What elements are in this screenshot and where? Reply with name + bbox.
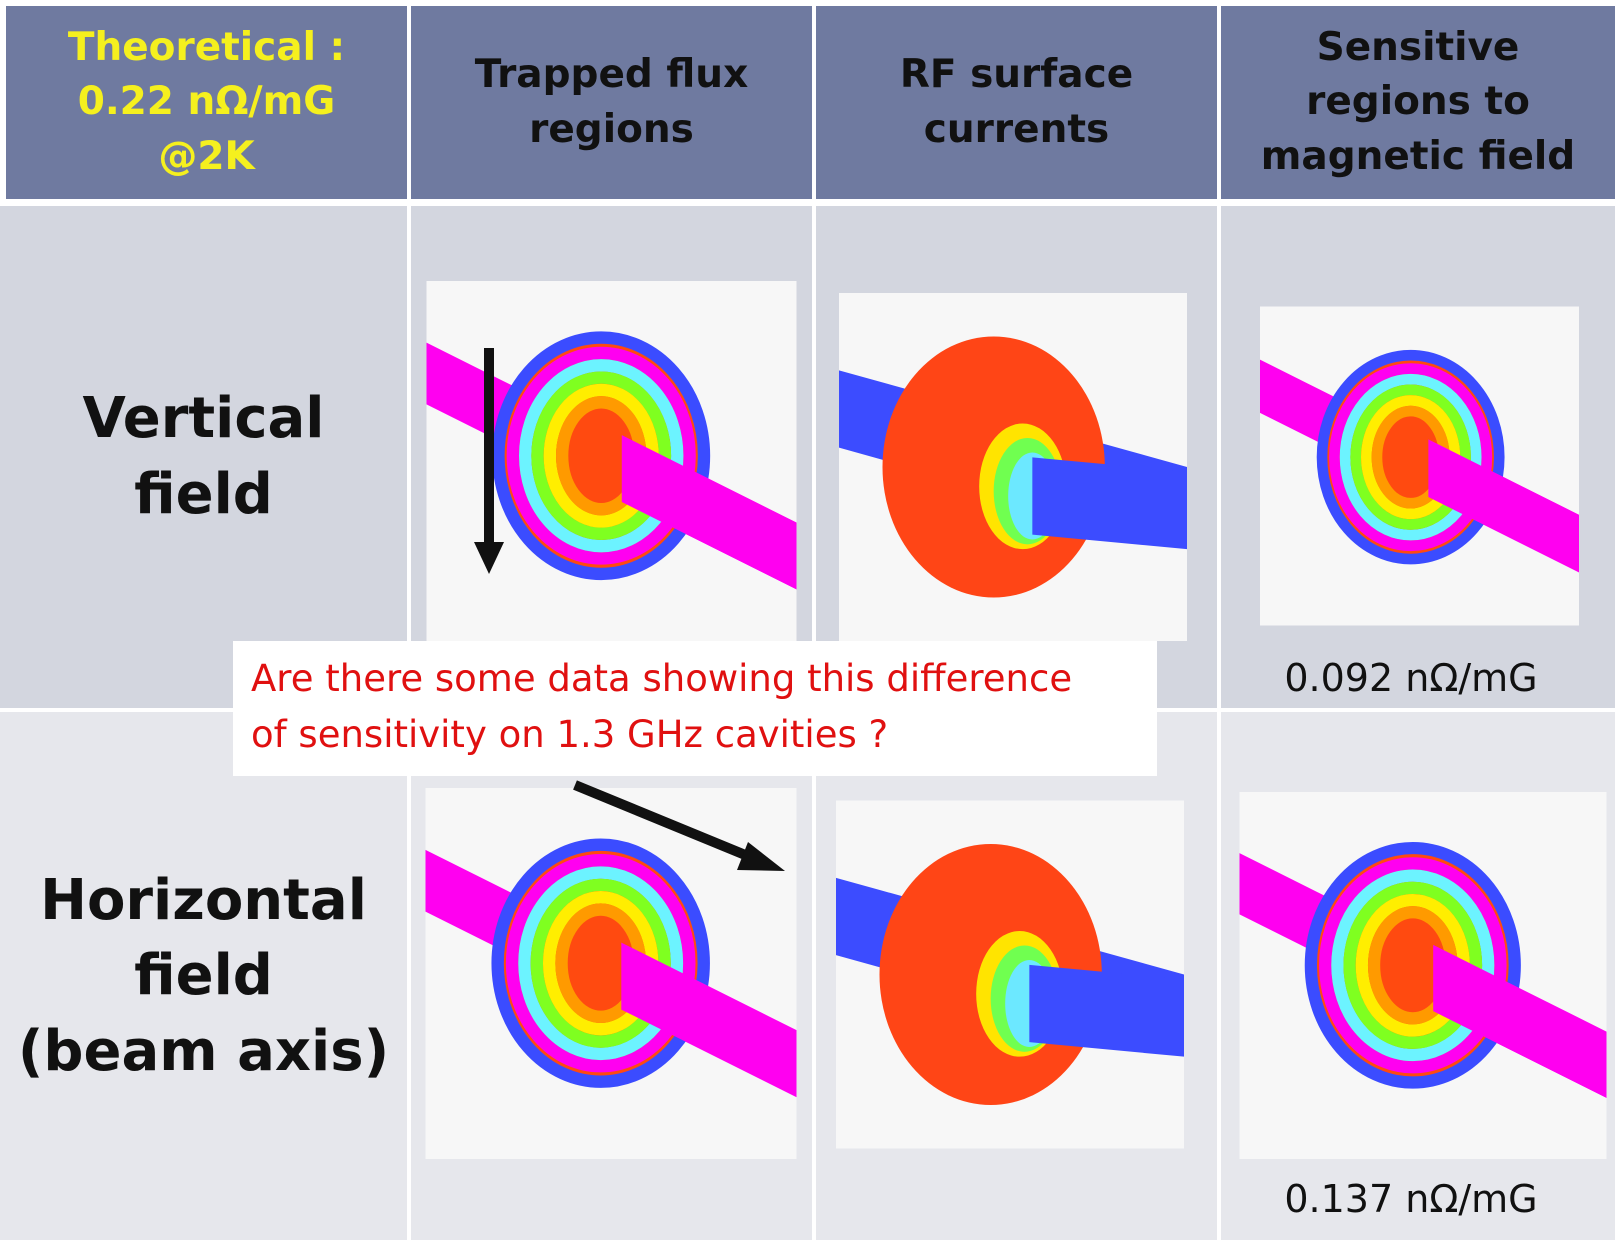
- arrow-head: [737, 842, 785, 871]
- arrow: [575, 785, 755, 859]
- arrows: [0, 0, 1615, 1240]
- arrow-head: [474, 542, 504, 574]
- slide: Theoretical :0.22 nΩ/mG@2K Trapped fluxr…: [0, 0, 1615, 1240]
